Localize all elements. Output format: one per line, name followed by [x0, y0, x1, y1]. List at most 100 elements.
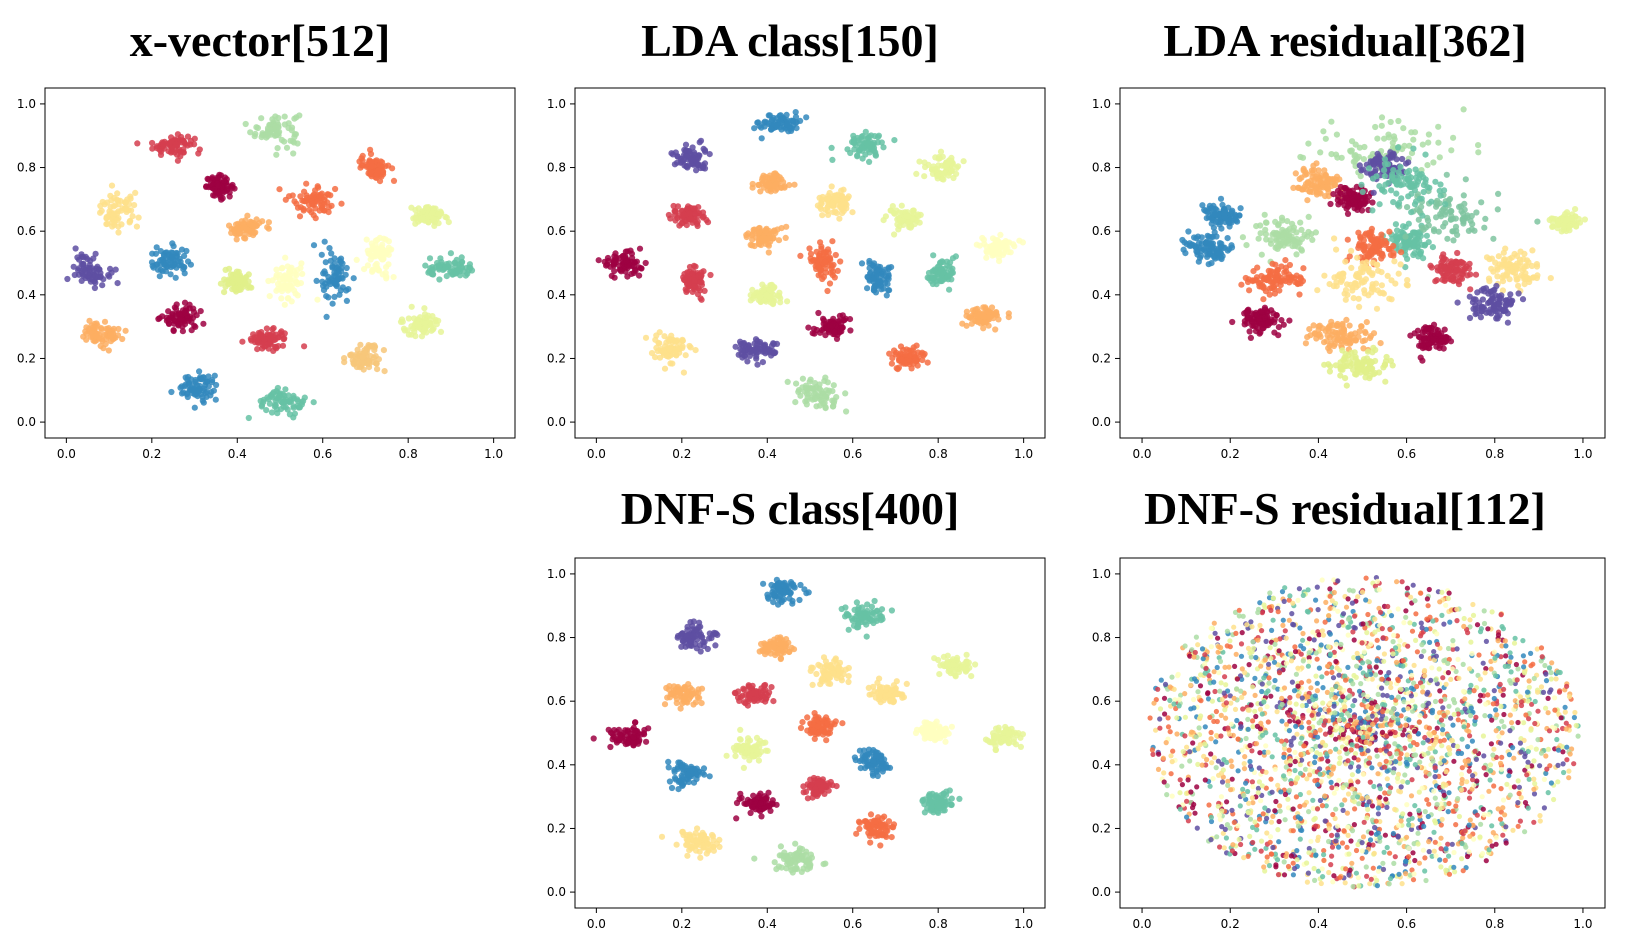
- data-point: [153, 145, 160, 152]
- data-point: [1460, 218, 1467, 225]
- data-point: [1343, 281, 1351, 288]
- data-point: [769, 174, 776, 181]
- data-point: [682, 141, 690, 148]
- data-point: [191, 404, 198, 411]
- data-point: [790, 118, 797, 125]
- data-point: [910, 207, 917, 214]
- plot-frame: [44, 87, 516, 439]
- data-point: [1470, 296, 1477, 303]
- data-point: [254, 346, 261, 353]
- data-point: [278, 288, 286, 295]
- data-point: [1401, 142, 1408, 149]
- data-point: [1388, 187, 1395, 194]
- data-point: [1315, 167, 1322, 174]
- data-point: [447, 250, 454, 257]
- data-point: [175, 146, 182, 153]
- scatter-series: [1302, 316, 1384, 355]
- data-point: [882, 213, 889, 220]
- data-point: [115, 223, 122, 230]
- data-point: [665, 211, 672, 219]
- data-point: [263, 407, 270, 414]
- data-point: [1372, 239, 1379, 246]
- data-point: [850, 132, 857, 139]
- data-point: [328, 202, 335, 209]
- data-point: [1386, 246, 1393, 253]
- data-point: [111, 210, 118, 217]
- data-point: [1404, 255, 1411, 262]
- data-point: [880, 144, 887, 151]
- data-point: [1521, 263, 1528, 270]
- data-point: [829, 238, 836, 245]
- data-point: [135, 214, 142, 221]
- data-point: [1477, 314, 1484, 321]
- data-point: [169, 240, 176, 247]
- data-point: [1378, 122, 1385, 129]
- data-point: [755, 348, 762, 355]
- data-point: [350, 275, 357, 282]
- data-point: [895, 226, 902, 233]
- data-point: [1361, 143, 1368, 151]
- data-point: [1360, 156, 1367, 163]
- data-point: [437, 328, 445, 335]
- data-point: [1386, 134, 1393, 141]
- data-point: [110, 325, 117, 332]
- data-point: [1447, 207, 1454, 214]
- data-point: [383, 264, 390, 271]
- data-point: [275, 390, 282, 397]
- data-point: [148, 259, 156, 266]
- data-point: [281, 273, 288, 280]
- data-point: [96, 266, 103, 273]
- data-point: [270, 129, 277, 136]
- data-point: [374, 236, 381, 243]
- data-point: [1255, 235, 1262, 242]
- data-point: [204, 175, 211, 182]
- data-point: [1390, 250, 1397, 257]
- y-tick-label: 0.4: [547, 288, 566, 302]
- data-point: [1369, 270, 1376, 277]
- data-point: [829, 156, 836, 163]
- data-point: [768, 342, 775, 349]
- data-point: [381, 368, 388, 375]
- data-point: [805, 324, 812, 331]
- y-tick-label: 0.0: [547, 415, 566, 429]
- data-point: [1370, 175, 1377, 182]
- data-point: [817, 205, 825, 212]
- data-point: [902, 351, 909, 358]
- data-point: [219, 195, 226, 202]
- data-point: [701, 147, 709, 154]
- data-point: [616, 266, 623, 273]
- data-point: [963, 322, 970, 329]
- data-point: [372, 253, 379, 260]
- data-point: [321, 238, 328, 245]
- data-point: [1350, 198, 1357, 205]
- data-point: [685, 162, 692, 169]
- data-point: [817, 329, 824, 336]
- data-point: [310, 212, 317, 219]
- data-point: [1346, 322, 1353, 329]
- data-point: [604, 254, 612, 262]
- data-point: [286, 274, 293, 281]
- data-point: [824, 246, 832, 253]
- data-point: [829, 268, 836, 275]
- data-point: [156, 273, 163, 280]
- data-point: [1421, 337, 1428, 344]
- data-point: [990, 315, 997, 322]
- data-point: [327, 257, 334, 264]
- data-point: [84, 256, 91, 263]
- data-point: [1300, 165, 1307, 172]
- data-point: [1430, 226, 1438, 233]
- scatter-series: [732, 336, 781, 368]
- data-point: [285, 124, 292, 132]
- data-point: [1483, 309, 1490, 316]
- data-point: [1343, 316, 1350, 323]
- data-point: [173, 311, 180, 318]
- data-point: [1204, 209, 1211, 216]
- data-point: [327, 280, 334, 288]
- data-point: [1469, 221, 1476, 228]
- data-point: [836, 215, 843, 222]
- data-point: [1324, 185, 1331, 193]
- data-point: [1438, 259, 1445, 266]
- data-point: [888, 360, 895, 367]
- data-point: [1297, 219, 1304, 226]
- data-point: [761, 123, 768, 130]
